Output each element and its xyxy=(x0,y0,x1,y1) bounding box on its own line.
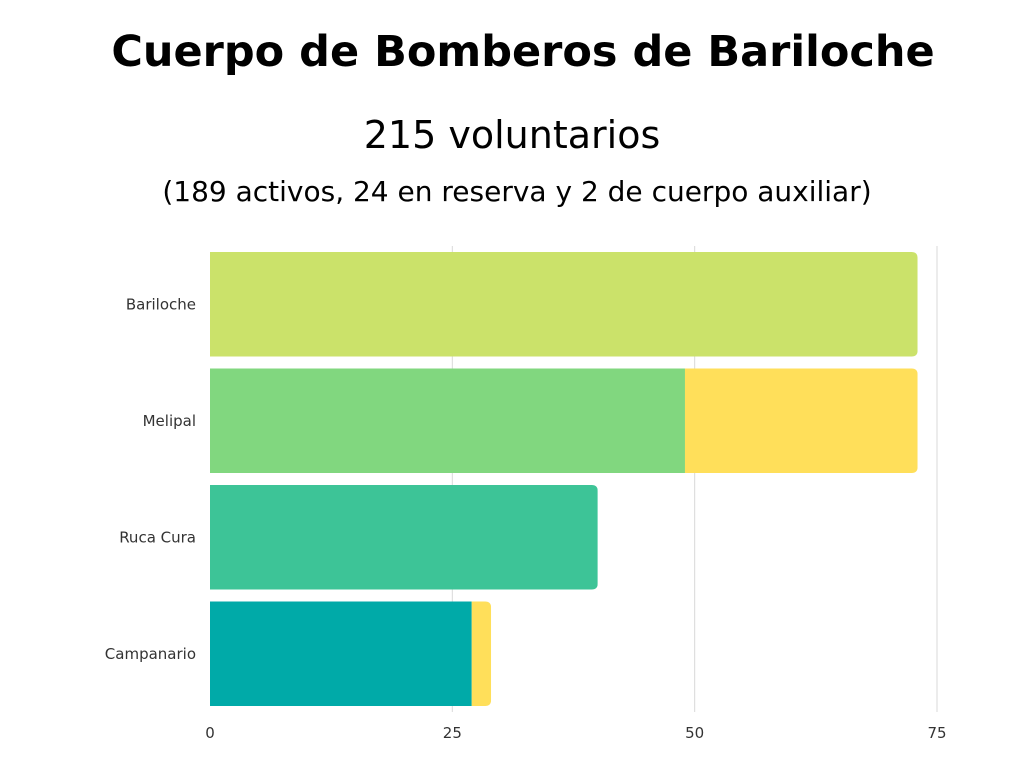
category-label: Ruca Cura xyxy=(119,528,196,546)
category-label: Melipal xyxy=(143,412,196,430)
bar-row-ruca-cura xyxy=(210,485,598,590)
chart-title: Cuerpo de Bomberos de Bariloche xyxy=(111,27,935,77)
bar-segment xyxy=(210,252,918,357)
bar-row-melipal xyxy=(210,368,918,473)
bar-segment xyxy=(471,601,492,706)
x-tick-label: 75 xyxy=(927,724,946,742)
bar-segment xyxy=(684,368,918,473)
volunteer-breakdown: (189 activos, 24 en reserva y 2 de cuerp… xyxy=(162,175,872,208)
bar-row-bariloche xyxy=(210,252,918,357)
bar-segment xyxy=(210,368,685,473)
x-tick-label: 50 xyxy=(685,724,704,742)
bar-segment xyxy=(210,601,472,706)
x-tick-label: 25 xyxy=(443,724,462,742)
bar-row-campanario xyxy=(210,601,492,706)
category-label: Bariloche xyxy=(126,295,196,313)
bar-segment xyxy=(210,485,598,590)
volunteer-total-text: 215 voluntarios xyxy=(363,113,661,157)
category-label: Campanario xyxy=(105,645,196,663)
volunteer-total: 215 voluntarios xyxy=(0,108,1024,162)
x-tick-label: 0 xyxy=(205,724,215,742)
bars xyxy=(210,252,918,706)
